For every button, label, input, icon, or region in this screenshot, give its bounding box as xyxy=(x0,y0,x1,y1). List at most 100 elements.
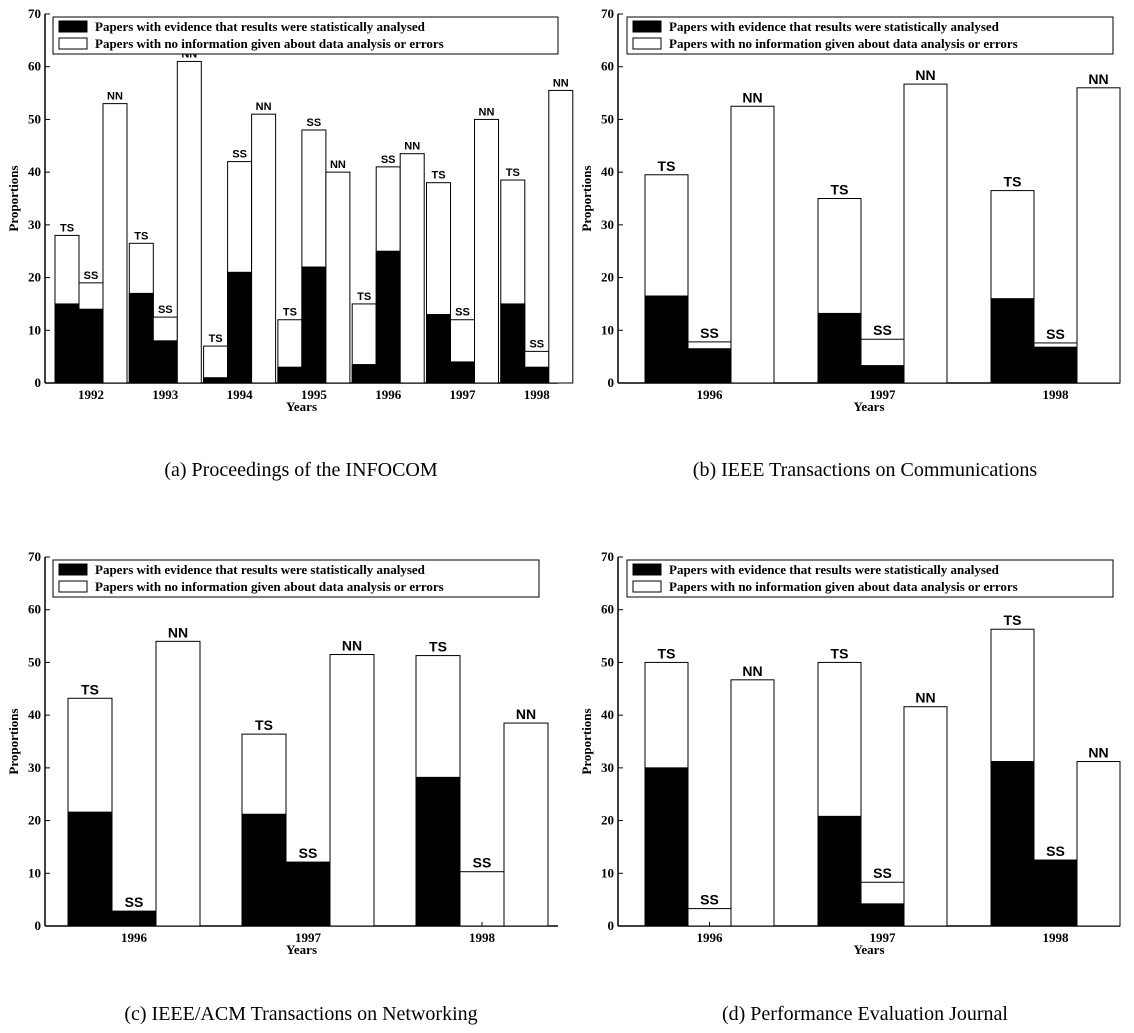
x-tick-label: 1995 xyxy=(301,387,328,402)
x-axis-label: Years xyxy=(853,942,884,957)
bar-label-ss: SS xyxy=(455,307,470,319)
bar-label-ss: SS xyxy=(84,270,99,282)
y-tick-label: 10 xyxy=(601,865,614,880)
bar-label-ts: TS xyxy=(255,717,273,733)
y-axis-label: Proportions xyxy=(6,165,21,231)
y-tick-label: 70 xyxy=(601,6,614,21)
bar-label-nn: NN xyxy=(742,663,762,679)
bar-label-nn: NN xyxy=(1088,745,1108,761)
bar-label-nn: NN xyxy=(342,638,362,654)
y-tick-label: 50 xyxy=(601,111,614,126)
bar-ts-evidence xyxy=(500,303,526,384)
bar-label-nn: NN xyxy=(404,141,420,153)
bar-label-ts: TS xyxy=(831,645,849,661)
x-axis-label: Years xyxy=(286,399,317,414)
bar-nn-total xyxy=(176,60,202,384)
y-tick-label: 30 xyxy=(28,217,41,232)
legend-label-evidence: Papers with evidence that results were s… xyxy=(95,562,426,577)
legend-swatch-black xyxy=(632,563,662,576)
legend-label-evidence: Papers with evidence that results were s… xyxy=(95,19,426,34)
bar-label-ts: TS xyxy=(60,222,74,234)
bar-label-ss: SS xyxy=(873,322,892,338)
y-tick-label: 10 xyxy=(28,865,41,880)
x-axis-label: Years xyxy=(286,942,317,957)
bar-label-ss: SS xyxy=(1046,843,1065,859)
legend-label-evidence: Papers with evidence that results were s… xyxy=(669,562,1000,577)
legend-swatch-white xyxy=(58,580,88,593)
bar-ts-evidence xyxy=(817,312,862,384)
y-tick-label: 30 xyxy=(28,760,41,775)
bar-nn-total xyxy=(102,103,128,384)
bar-ss-evidence xyxy=(78,308,104,384)
bar-ts-evidence xyxy=(128,292,154,384)
bar-label-nn: NN xyxy=(553,77,569,89)
bar-ss-evidence xyxy=(687,348,732,384)
legend-swatch-black xyxy=(632,20,662,33)
y-tick-label: 40 xyxy=(28,707,41,722)
bar-ts-total xyxy=(203,345,229,384)
y-tick-label: 0 xyxy=(608,375,615,390)
legend-label-no-info: Papers with no information given about d… xyxy=(669,579,1018,594)
y-tick-label: 20 xyxy=(28,813,41,828)
bar-label-ss: SS xyxy=(473,855,492,871)
bar-label-ss: SS xyxy=(700,325,719,341)
bar-label-ts: TS xyxy=(357,291,371,303)
bar-ts-evidence xyxy=(203,377,229,384)
bar-ss-evidence xyxy=(1033,346,1078,384)
y-axis-label: Proportions xyxy=(579,708,594,774)
bar-ts-evidence xyxy=(990,298,1035,384)
legend-box xyxy=(626,559,1114,598)
bar-nn-total xyxy=(155,640,201,927)
y-tick-label: 20 xyxy=(601,270,614,285)
y-tick-label: 60 xyxy=(601,59,614,74)
x-tick-label: 1994 xyxy=(227,387,254,402)
y-tick-label: 40 xyxy=(28,164,41,179)
legend-label-no-info: Papers with no information given about d… xyxy=(95,579,444,594)
x-tick-label: 1998 xyxy=(469,930,496,945)
x-tick-label: 1997 xyxy=(870,930,897,945)
bar-ts-evidence xyxy=(67,811,113,927)
bar-label-ts: TS xyxy=(1004,612,1022,628)
bar-ts-evidence xyxy=(415,776,461,927)
bar-nn-total xyxy=(730,679,775,927)
chart-panel-3: 0 10 20 30 40 50 60 70 Proportions TS SS NN 1996 TS SS… xyxy=(6,549,558,1025)
x-tick-label: 1996 xyxy=(375,387,402,402)
bar-label-ts: TS xyxy=(658,645,676,661)
bar-label-nn: NN xyxy=(915,67,935,83)
bar-label-ss: SS xyxy=(158,304,173,316)
x-tick-label: 1997 xyxy=(870,387,897,402)
y-tick-label: 10 xyxy=(28,322,41,337)
legend-label-evidence: Papers with evidence that results were s… xyxy=(669,19,1000,34)
bar-label-ss: SS xyxy=(307,117,322,129)
y-tick-label: 50 xyxy=(601,654,614,669)
legend-swatch-black xyxy=(58,563,88,576)
bar-ss-evidence xyxy=(1033,859,1078,927)
bar-nn-total xyxy=(1076,761,1121,927)
bar-label-ss: SS xyxy=(125,894,144,910)
chart-caption: (c) IEEE/ACM Transactions on Networking xyxy=(124,1003,477,1025)
bar-ss-evidence xyxy=(227,271,253,384)
bar-label-nn: NN xyxy=(479,106,495,118)
bar-nn-total xyxy=(903,706,948,927)
y-tick-label: 20 xyxy=(28,270,41,285)
bar-label-ss: SS xyxy=(1046,326,1065,342)
y-tick-label: 30 xyxy=(601,760,614,775)
legend-swatch-white xyxy=(58,37,88,50)
bar-ts-evidence xyxy=(351,364,377,384)
y-tick-label: 40 xyxy=(601,707,614,722)
bar-ss-evidence xyxy=(301,266,327,384)
bar-label-ts: TS xyxy=(81,681,99,697)
bar-label-nn: NN xyxy=(256,101,272,113)
bar-label-ss: SS xyxy=(700,892,719,908)
bar-label-ss: SS xyxy=(381,154,396,166)
x-tick-label: 1993 xyxy=(152,387,179,402)
y-tick-label: 40 xyxy=(601,164,614,179)
legend-box xyxy=(626,16,1114,55)
bar-label-ts: TS xyxy=(831,182,849,198)
bar-label-nn: NN xyxy=(168,624,188,640)
bar-ss-evidence xyxy=(152,340,178,384)
legend-swatch-white xyxy=(632,580,662,593)
y-tick-label: 60 xyxy=(601,602,614,617)
bar-ts-evidence xyxy=(426,313,451,384)
y-tick-label: 60 xyxy=(28,602,41,617)
